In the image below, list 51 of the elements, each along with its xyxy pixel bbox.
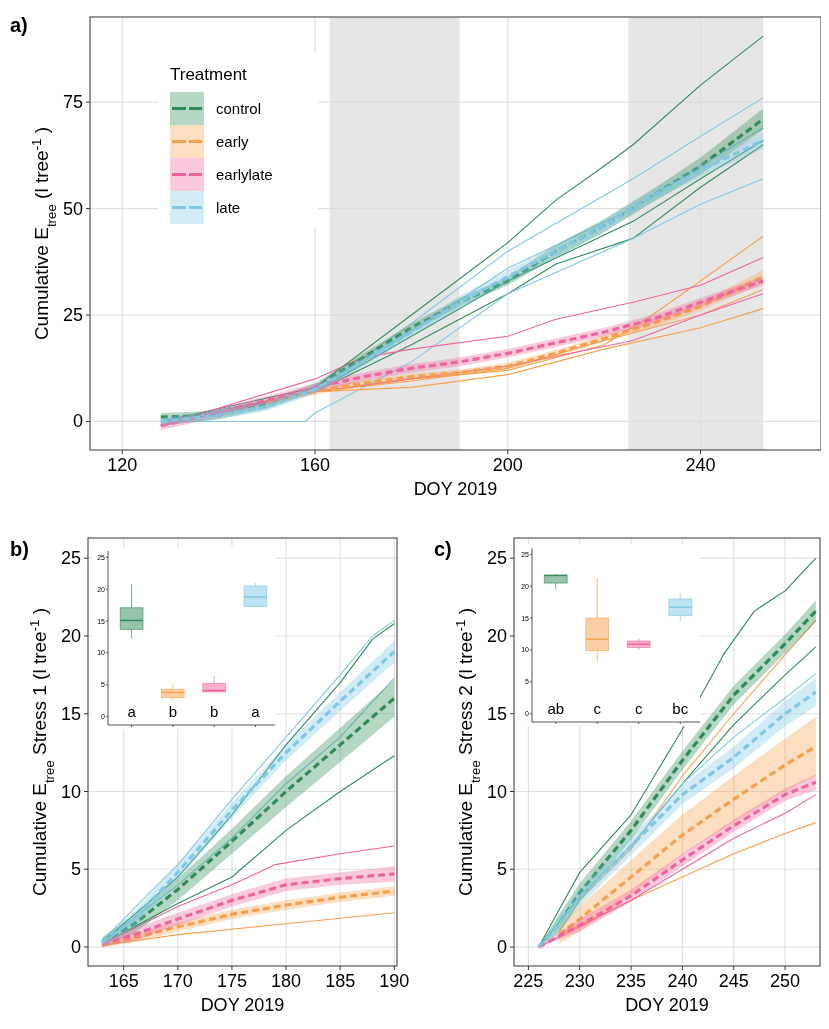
annotation: bc: [672, 700, 689, 717]
x-axis-title: DOY 2019: [200, 995, 285, 1015]
x-tick-label: 230: [564, 971, 595, 991]
x-tick-label: 225: [513, 971, 544, 991]
x-tick-label: 165: [108, 971, 139, 991]
chart-title: a): [10, 14, 28, 36]
legend-label: control: [216, 100, 262, 117]
y-tick-label: 0: [72, 411, 83, 432]
y-tick-label: 5: [496, 859, 507, 880]
x-axis-title: DOY 2019: [413, 479, 498, 499]
chart-title: c): [434, 538, 452, 560]
x-tick-label: 250: [770, 971, 801, 991]
y-tick-label: 5: [70, 859, 81, 880]
legend-label: earlylate: [216, 166, 273, 183]
x-tick-label: 180: [271, 971, 302, 991]
y-tick-label: 20: [60, 625, 81, 646]
x-tick-label: 160: [300, 455, 331, 475]
x-tick-label: 170: [162, 971, 193, 991]
x-tick-label: 240: [667, 971, 698, 991]
y-tick-label: 0: [70, 937, 81, 958]
annotation: c: [635, 700, 644, 717]
y-tick-label: 20: [486, 625, 507, 646]
annotation: b: [168, 703, 178, 720]
x-tick-label: 235: [616, 971, 647, 991]
legend-label: early: [216, 133, 250, 150]
legend-label: late: [216, 199, 241, 216]
x-tick-label: 245: [718, 971, 749, 991]
annotation: a: [127, 703, 137, 720]
x-tick-label: 190: [379, 971, 410, 991]
y-tick-label: 10: [60, 781, 81, 802]
x-tick-label: 185: [325, 971, 356, 991]
y-tick-label: 25: [60, 548, 81, 569]
annotation: a: [251, 703, 261, 720]
y-tick-label: 15: [486, 703, 507, 724]
legend-title: Treatment: [170, 65, 248, 84]
annotation: ab: [547, 700, 565, 717]
x-tick-label: 175: [216, 971, 247, 991]
y-tick-label: 15: [60, 703, 81, 724]
annotation: c: [593, 700, 602, 717]
annotation: b: [209, 703, 219, 720]
y-tick-label: 0: [496, 937, 507, 958]
chart-title: b): [10, 538, 29, 560]
y-tick-label: 50: [62, 198, 83, 219]
x-axis-title: DOY 2019: [625, 995, 709, 1015]
y-tick-label: 25: [486, 548, 507, 569]
x-tick-label: 240: [685, 455, 716, 475]
y-tick-label: 75: [62, 92, 83, 113]
y-tick-label: 25: [62, 305, 83, 326]
y-tick-label: 10: [486, 781, 507, 802]
x-tick-label: 120: [107, 455, 138, 475]
x-tick-label: 200: [492, 455, 523, 475]
